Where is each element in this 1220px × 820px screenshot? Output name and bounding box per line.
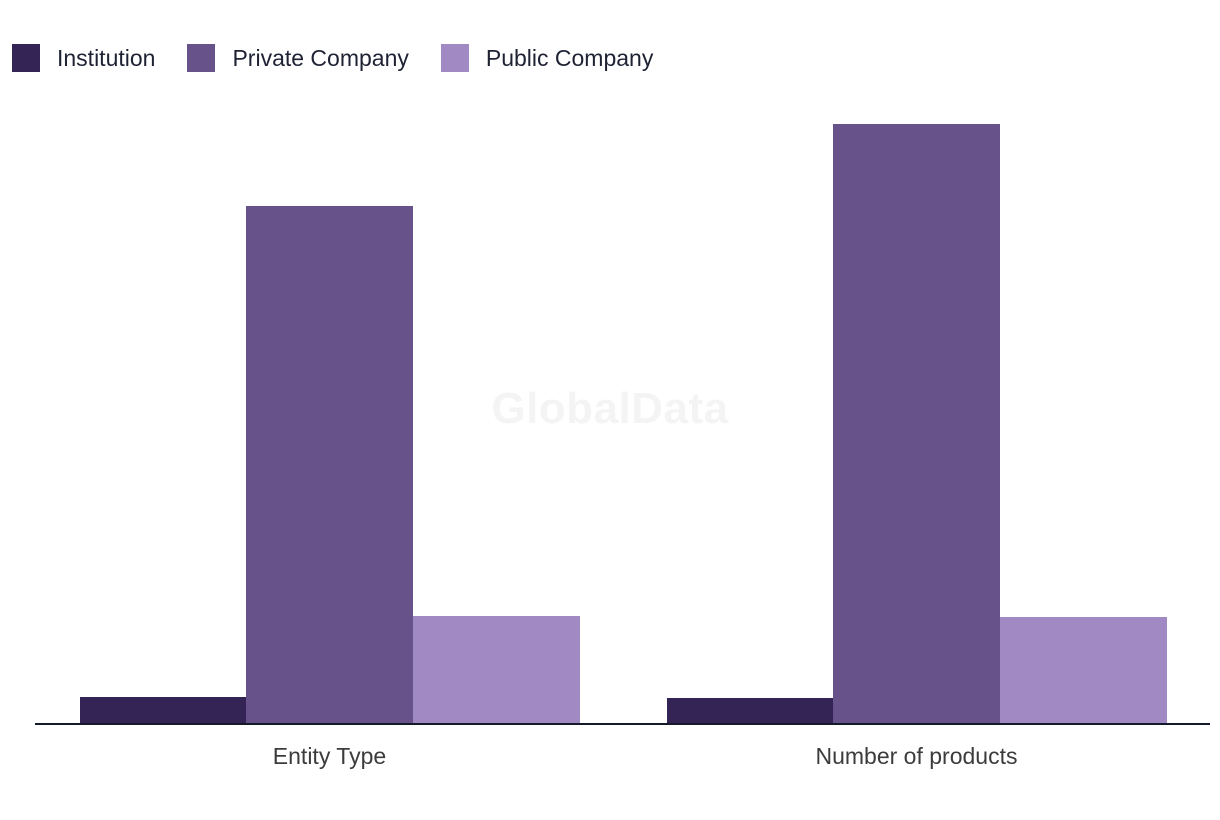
bar-institution-number-of-products[interactable] — [667, 698, 834, 723]
watermark-text: GlobalData — [491, 384, 729, 433]
bar-private-company-number-of-products[interactable] — [833, 124, 1001, 723]
legend-item-label: Institution — [57, 45, 156, 71]
bar-institution-entity-type[interactable] — [80, 697, 247, 723]
x-axis-label-entity-type: Entity Type — [272, 743, 387, 769]
bar-public-company-number-of-products[interactable] — [999, 617, 1167, 723]
legend: Institution Private Company Public Company — [12, 44, 653, 72]
bar-private-company-entity-type[interactable] — [246, 206, 414, 723]
legend-swatch-icon — [440, 44, 469, 72]
legend-swatch-icon — [187, 44, 216, 72]
legend-swatch-icon — [12, 44, 40, 72]
x-axis-label-number-of-products: Number of products — [815, 743, 1018, 769]
legend-item-private-company[interactable]: Private Company — [187, 44, 409, 72]
legend-item-label: Private Company — [232, 45, 409, 71]
legend-item-public-company[interactable]: Public Company — [440, 44, 654, 72]
bar-public-company-entity-type[interactable] — [412, 616, 580, 723]
legend-item-institution[interactable]: Institution — [12, 44, 155, 72]
legend-item-label: Public Company — [485, 45, 654, 71]
x-axis-line — [35, 723, 1210, 725]
